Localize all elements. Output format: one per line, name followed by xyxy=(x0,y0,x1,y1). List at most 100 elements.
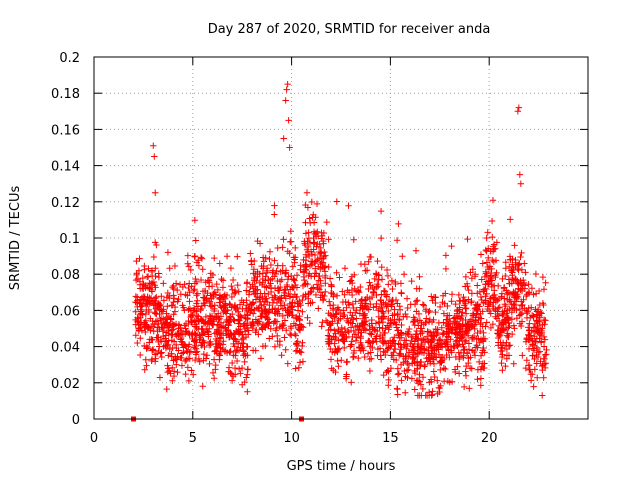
scatter-point xyxy=(474,290,481,297)
x-tick-label: 0 xyxy=(90,431,98,446)
scatter-point xyxy=(385,382,392,389)
scatter-point xyxy=(205,331,212,338)
scatter-point xyxy=(480,338,487,345)
scatter-point xyxy=(531,355,538,363)
scatter-point xyxy=(327,322,334,329)
scatter-point xyxy=(275,306,282,313)
scatter-point xyxy=(538,329,546,337)
scatter-point xyxy=(269,305,276,313)
scatter-point xyxy=(198,255,206,262)
scatter-point xyxy=(361,310,369,317)
scatter-point xyxy=(509,255,516,263)
scatter-point xyxy=(148,268,156,276)
scatter-point xyxy=(341,265,349,272)
scatter-point xyxy=(292,365,299,372)
scatter-point xyxy=(375,271,382,279)
scatter-point xyxy=(332,368,339,376)
scatter-point xyxy=(184,348,191,355)
scatter-point xyxy=(279,312,287,320)
scatter-point xyxy=(465,286,472,294)
scatter-point xyxy=(160,280,167,287)
scatter-point xyxy=(238,364,246,372)
scatter-point xyxy=(297,262,304,269)
scatter-point xyxy=(277,283,284,291)
scatter-point xyxy=(395,352,403,359)
scatter-point xyxy=(428,293,435,300)
scatter-point xyxy=(317,250,324,257)
scatter-point xyxy=(387,319,394,326)
scatter-point xyxy=(192,275,199,283)
scatter-point xyxy=(389,352,396,359)
scatter-point xyxy=(177,291,185,298)
scatter-point xyxy=(371,275,378,283)
scatter-point xyxy=(499,319,507,326)
scatter-point xyxy=(317,244,324,252)
scatter-point xyxy=(499,275,506,283)
scatter-point xyxy=(461,338,469,346)
scatter-point xyxy=(133,299,141,306)
scatter-point xyxy=(136,255,143,262)
scatter-point xyxy=(395,220,402,228)
scatter-point xyxy=(175,296,182,303)
scatter-point xyxy=(460,346,467,354)
scatter-point xyxy=(146,279,153,287)
scatter-point xyxy=(379,318,387,326)
scatter-point xyxy=(300,256,307,264)
scatter-point xyxy=(207,338,214,345)
scatter-point xyxy=(235,365,243,373)
scatter-point xyxy=(398,344,405,351)
scatter-point xyxy=(480,344,487,352)
scatter-point xyxy=(169,302,176,309)
scatter-point xyxy=(498,320,506,327)
scatter-point xyxy=(252,316,260,323)
y-tick-label: 0.12 xyxy=(51,196,80,211)
scatter-point xyxy=(530,383,537,390)
scatter-point xyxy=(424,358,432,365)
scatter-point xyxy=(398,377,405,384)
scatter-point xyxy=(191,342,199,350)
scatter-point xyxy=(439,331,446,338)
scatter-point xyxy=(198,331,206,338)
scatter-point xyxy=(477,293,485,301)
scatter-point xyxy=(231,331,239,338)
scatter-point xyxy=(236,301,244,308)
scatter-point xyxy=(495,339,502,346)
scatter-point xyxy=(462,372,470,379)
scatter-point xyxy=(216,299,223,306)
scatter-point xyxy=(530,313,537,320)
scatter-point xyxy=(531,333,538,340)
scatter-point xyxy=(287,331,295,339)
scatter-point xyxy=(364,339,372,346)
scatter-point xyxy=(237,370,244,377)
scatter-point xyxy=(515,104,523,111)
scatter-point xyxy=(217,334,225,341)
scatter-point xyxy=(402,389,409,396)
scatter-point xyxy=(405,366,412,373)
scatter-point xyxy=(238,336,246,343)
scatter-point xyxy=(141,323,149,330)
scatter-point xyxy=(444,377,452,385)
scatter-point xyxy=(462,298,469,306)
scatter-point xyxy=(139,274,146,282)
scatter-point xyxy=(194,297,201,304)
y-axis-ticks: 0 0.02 0.04 0.06 0.08 0.1 0.12 0.14 0.16 0.18 0.2 xyxy=(51,51,588,428)
scatter-point xyxy=(510,360,517,368)
scatter-point xyxy=(165,365,172,372)
scatter-point xyxy=(524,308,532,315)
scatter-point xyxy=(184,260,191,267)
scatter-point xyxy=(456,325,464,332)
scatter-point xyxy=(269,275,276,283)
scatter-point xyxy=(262,254,269,262)
scatter-point xyxy=(380,299,387,306)
scatter-point xyxy=(189,330,196,337)
scatter-point xyxy=(389,285,396,293)
scatter-point xyxy=(429,388,436,395)
scatter-point xyxy=(437,337,444,344)
scatter-point xyxy=(426,354,433,362)
scatter-point xyxy=(487,273,494,281)
scatter-point xyxy=(516,171,524,178)
scatter-point xyxy=(310,284,317,291)
scatter-point xyxy=(394,371,402,378)
scatter-point xyxy=(284,312,292,319)
scatter-point xyxy=(498,359,505,367)
